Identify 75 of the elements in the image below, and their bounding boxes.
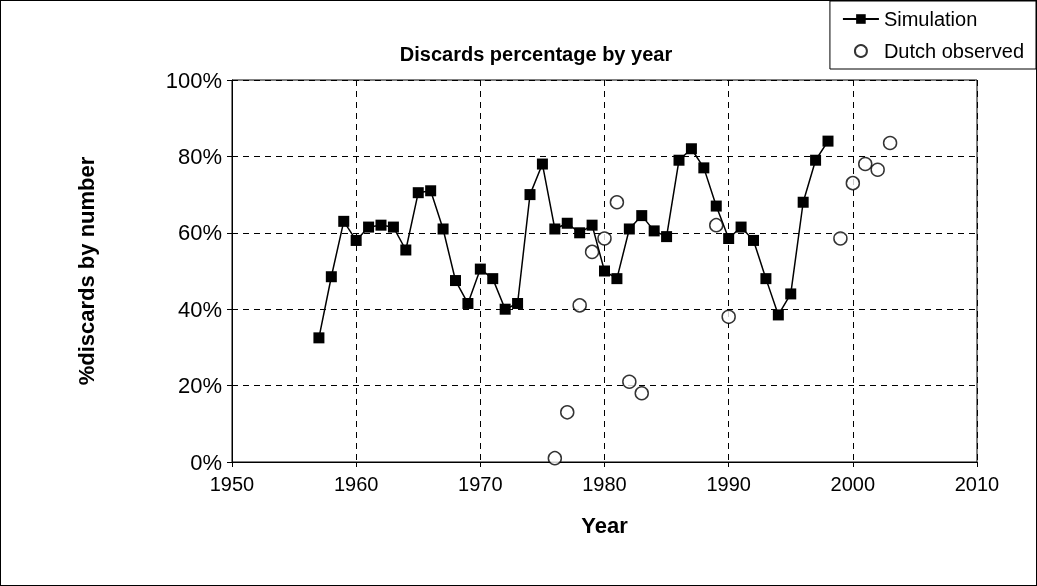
point <box>387 221 399 233</box>
point <box>772 309 784 321</box>
point <box>623 223 635 235</box>
point <box>634 385 649 401</box>
x-tick-label: 1970 <box>458 473 503 495</box>
point <box>661 231 673 243</box>
point <box>597 231 612 246</box>
point <box>882 135 898 151</box>
point <box>833 231 848 246</box>
point <box>512 297 524 309</box>
y-tick-label: 100% <box>165 67 222 93</box>
x-tick-label: 1990 <box>706 473 751 495</box>
y-tick-label: 0% <box>190 449 222 475</box>
point <box>536 158 548 170</box>
point <box>622 374 637 390</box>
point <box>611 273 623 285</box>
point <box>858 156 873 172</box>
x-tick-label: 1980 <box>582 473 627 495</box>
point <box>549 223 561 235</box>
point <box>710 200 722 212</box>
point <box>870 162 885 178</box>
legend-label: Dutch observed <box>883 40 1024 62</box>
point <box>450 275 461 287</box>
point <box>524 189 536 201</box>
point <box>599 265 610 277</box>
point <box>586 219 598 231</box>
point <box>685 143 697 155</box>
point <box>721 309 736 325</box>
point <box>584 244 600 260</box>
point <box>723 233 735 245</box>
legend-label: Simulation <box>883 8 978 30</box>
point <box>474 263 486 275</box>
point <box>400 244 412 256</box>
x-tick-label: 1950 <box>209 473 255 495</box>
x-axis-title: Year <box>581 512 629 538</box>
point <box>338 215 350 227</box>
y-tick-label: 80% <box>177 143 222 169</box>
point <box>325 271 337 283</box>
x-tick-label: 2000 <box>830 473 876 495</box>
x-tick-label: 1960 <box>333 473 379 495</box>
point <box>547 450 563 466</box>
x-tick-label: 2010 <box>954 473 1000 495</box>
point <box>313 332 325 344</box>
point <box>648 225 660 237</box>
point <box>375 219 387 231</box>
point <box>499 303 511 315</box>
point <box>760 273 772 285</box>
point <box>561 217 573 229</box>
point <box>698 162 710 174</box>
y-tick-label: 40% <box>177 296 222 322</box>
point <box>560 405 575 420</box>
point <box>709 217 724 233</box>
point <box>636 210 648 222</box>
point <box>462 297 474 309</box>
chart-title: Discards percentage by year <box>399 43 673 65</box>
point <box>845 175 861 191</box>
point <box>487 273 499 285</box>
point <box>572 298 587 313</box>
point <box>609 194 625 210</box>
point <box>425 185 437 197</box>
point <box>412 187 424 199</box>
point <box>785 288 797 300</box>
point <box>735 221 747 233</box>
point <box>673 154 685 166</box>
point <box>748 234 759 246</box>
point <box>363 221 375 233</box>
point <box>437 223 449 235</box>
y-axis-title: %discards by number <box>73 156 99 386</box>
point <box>822 135 834 147</box>
point <box>574 227 586 239</box>
point <box>810 154 822 166</box>
point <box>797 196 809 208</box>
y-tick-label: 60% <box>177 220 222 246</box>
y-tick-label: 20% <box>177 373 222 399</box>
point <box>350 234 362 246</box>
